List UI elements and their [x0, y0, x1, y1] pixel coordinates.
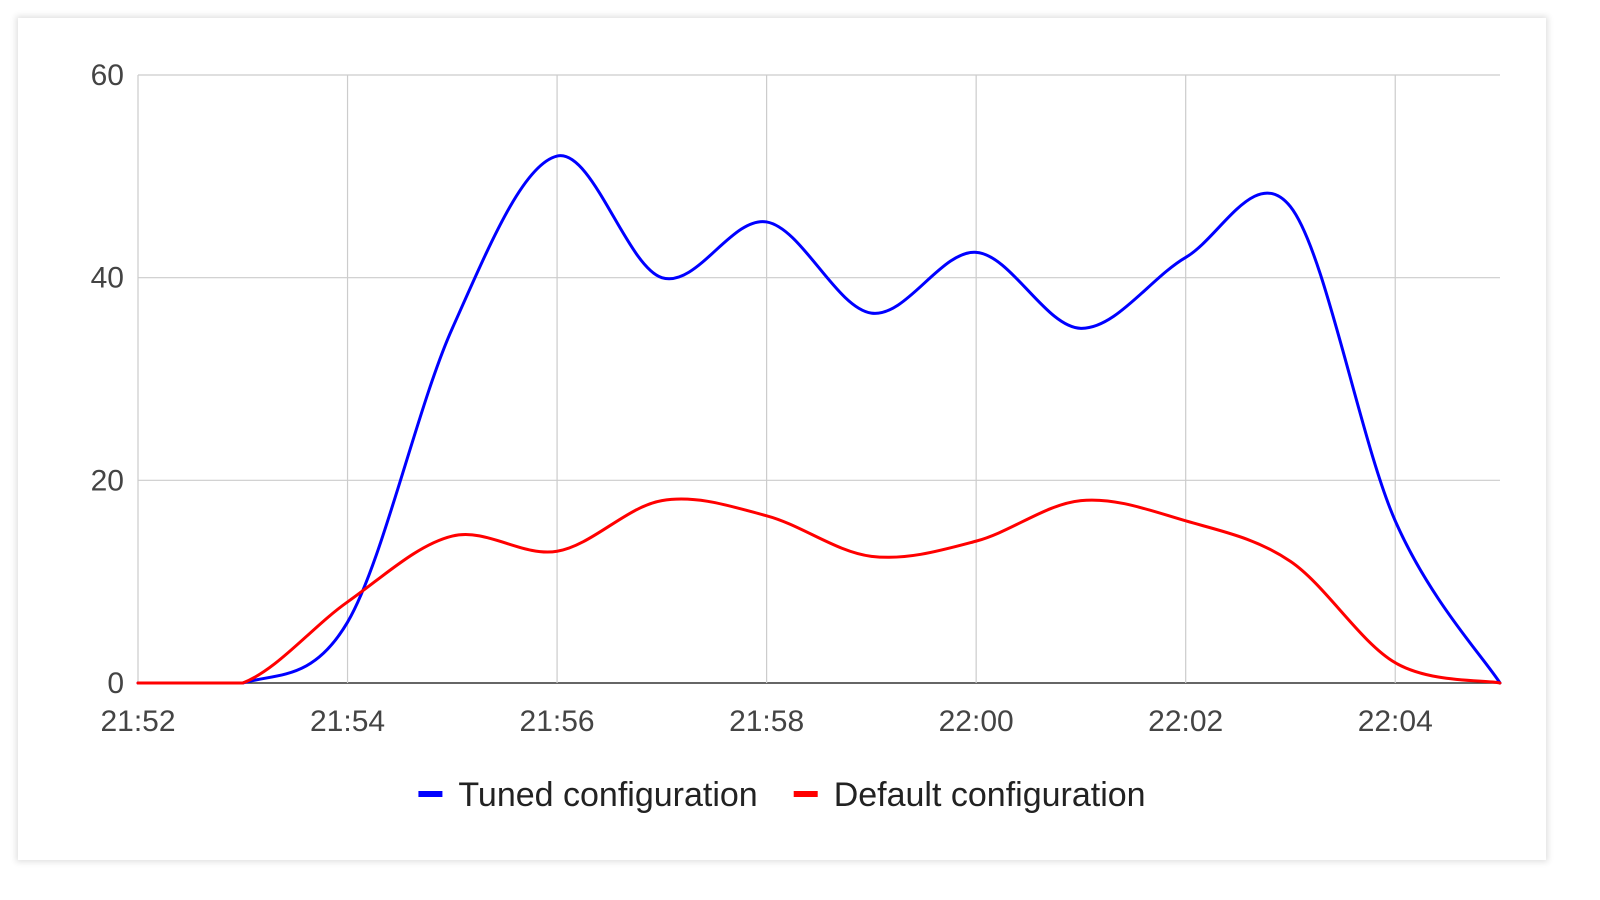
x-tick-label: 22:00	[939, 705, 1014, 738]
axis-labels: 0 20 40 60 21:52 21:54 21:56 21:58 22:00 22:02 22:…	[91, 59, 1433, 738]
x-tick-label: 21:54	[310, 705, 385, 738]
x-tick-label: 21:56	[520, 705, 595, 738]
y-tick-label: 0	[107, 667, 124, 700]
legend-label: Tuned configuration	[458, 776, 757, 814]
legend-item-default[interactable]: Default configuration	[793, 776, 1146, 814]
series-line-tuned	[136, 154, 1502, 685]
y-tick-label: 40	[91, 262, 124, 295]
chart-card: 0 20 40 60 21:52 21:54 21:56 21:58 22:00 22:02 22:…	[18, 18, 1546, 860]
y-tick-label: 20	[91, 464, 124, 497]
grid-lines	[137, 74, 1500, 684]
legend-item-tuned[interactable]: Tuned configuration	[418, 776, 758, 814]
x-tick-label: 21:52	[100, 705, 175, 738]
x-tick-label: 22:04	[1358, 705, 1433, 738]
series-line-default	[136, 497, 1502, 685]
series-lines	[136, 154, 1502, 685]
x-tick-label: 21:58	[729, 705, 804, 738]
y-tick-label: 60	[91, 59, 124, 92]
x-tick-label: 22:02	[1148, 705, 1223, 738]
legend-label: Default configuration	[834, 776, 1146, 814]
line-chart: 0 20 40 60 21:52 21:54 21:56 21:58 22:00 22:02 22:…	[91, 59, 1502, 814]
legend[interactable]: Tuned configuration Default configuration	[418, 776, 1146, 814]
